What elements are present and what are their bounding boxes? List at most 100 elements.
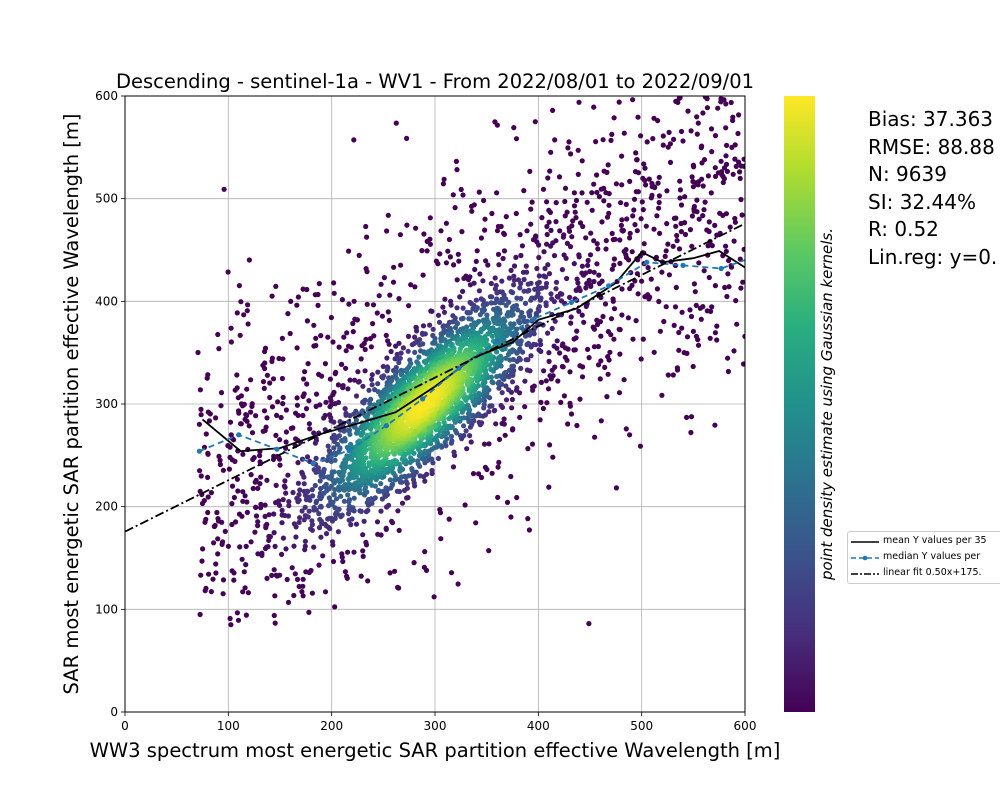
scatter-point: [709, 243, 715, 249]
scatter-point: [634, 157, 640, 163]
scatter-point: [267, 380, 273, 386]
scatter-point: [295, 460, 301, 466]
scatter-point: [400, 345, 406, 351]
scatter-point: [231, 437, 237, 443]
scatter-point: [604, 214, 611, 220]
x-tick-label: 200: [320, 719, 343, 733]
scatter-point: [381, 275, 387, 281]
scatter-point: [737, 169, 743, 175]
scatter-point: [623, 426, 629, 432]
scatter-point: [271, 511, 277, 517]
scatter-point: [338, 493, 344, 499]
scatter-point: [283, 490, 289, 496]
scatter-point: [618, 200, 624, 206]
scatter-point: [662, 253, 668, 259]
scatter-point: [640, 336, 646, 342]
scatter-point: [351, 298, 357, 304]
scatter-point: [519, 243, 526, 249]
scatter-point: [280, 401, 286, 407]
scatter-point: [253, 413, 259, 419]
scatter-point: [633, 189, 639, 195]
scatter-point: [446, 516, 452, 522]
scatter-point: [456, 258, 462, 264]
scatter-point: [688, 313, 695, 320]
scatter-point: [335, 382, 341, 388]
scatter-point: [489, 210, 495, 217]
scatter-point: [454, 277, 460, 283]
scatter-point: [427, 236, 433, 242]
scatter-point: [701, 207, 707, 213]
scatter-point: [488, 366, 494, 372]
scatter-point: [469, 208, 475, 214]
scatter-point: [414, 328, 420, 334]
scatter-point: [572, 209, 578, 215]
scatter-point: [231, 577, 237, 583]
scatter-point: [585, 257, 591, 264]
scatter-point: [562, 354, 568, 360]
scatter-point: [444, 436, 450, 442]
scatter-point: [275, 399, 281, 405]
scatter-point: [674, 232, 680, 239]
scatter-point: [429, 308, 435, 314]
scatter-point: [445, 248, 451, 254]
scatter-point: [441, 419, 447, 425]
scatter-point: [567, 244, 574, 250]
scatter-point: [285, 513, 291, 519]
scatter-point: [283, 546, 289, 552]
scatter-point: [700, 213, 706, 219]
scatter-point: [355, 369, 361, 375]
scatter-point: [318, 534, 324, 540]
scatter-point: [464, 446, 470, 452]
scatter-point: [399, 388, 405, 394]
scatter-point: [274, 412, 280, 418]
scatter-point: [330, 339, 336, 345]
scatter-point: [666, 272, 673, 278]
scatter-point: [552, 137, 558, 143]
scatter-point: [401, 451, 408, 457]
scatter-point: [611, 336, 617, 342]
scatter-point: [294, 402, 300, 408]
scatter-point: [473, 520, 479, 526]
scatter-point: [291, 543, 297, 549]
scatter-point: [723, 153, 729, 159]
scatter-point: [420, 341, 426, 347]
scatter-point: [694, 114, 700, 120]
scatter-point: [431, 594, 437, 600]
scatter-point: [704, 105, 711, 111]
scatter-point: [518, 252, 524, 259]
scatter-point: [269, 293, 275, 299]
scatter-point: [290, 425, 296, 431]
scatter-point: [559, 267, 566, 273]
scatter-point: [220, 577, 227, 583]
scatter-point: [609, 230, 615, 237]
scatter-point: [325, 334, 331, 340]
scatter-point: [283, 407, 289, 413]
scatter-point: [478, 235, 484, 241]
scatter-point: [394, 351, 400, 357]
scatter-point: [591, 238, 597, 244]
scatter-point: [229, 483, 236, 489]
scatter-point: [656, 193, 663, 199]
scatter-point: [361, 518, 367, 524]
scatter-point: [343, 365, 349, 371]
scatter-point: [526, 309, 532, 315]
scatter-point: [327, 404, 333, 410]
scatter-point: [484, 312, 490, 318]
scatter-point: [571, 261, 577, 267]
scatter-point: [501, 248, 508, 254]
scatter-point: [453, 158, 459, 164]
scatter-point: [313, 342, 319, 349]
scatter-point: [339, 551, 345, 557]
scatter-point: [216, 346, 222, 352]
scatter-point: [213, 570, 219, 576]
scatter-point: [438, 228, 444, 234]
scatter-point: [619, 182, 625, 188]
scatter-point: [504, 499, 511, 505]
scatter-point: [562, 198, 568, 205]
scatter-point: [676, 246, 683, 252]
scatter-point: [544, 400, 550, 406]
scatter-point: [586, 621, 592, 627]
scatter-point: [316, 562, 322, 568]
scatter-point: [534, 265, 540, 272]
scatter-point: [715, 170, 722, 176]
